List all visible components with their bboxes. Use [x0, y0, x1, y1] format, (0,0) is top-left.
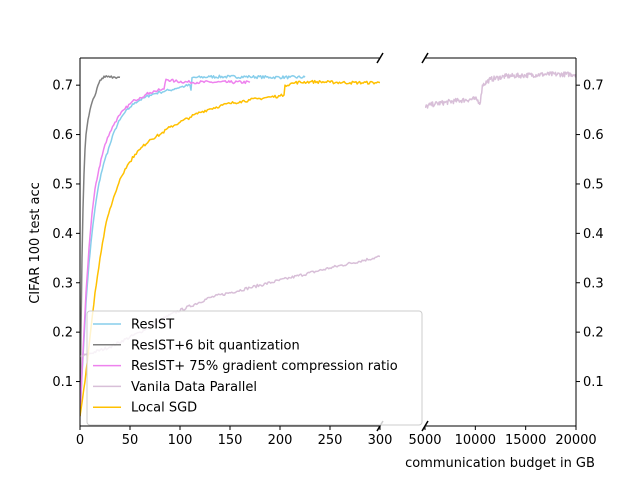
right-panel-series: [425, 71, 576, 109]
axis-break-mark: [421, 52, 429, 64]
y-tick-label: 0.3: [52, 276, 73, 291]
y-tick-label: 0.5: [52, 177, 73, 192]
x-tick-label: 250: [318, 433, 343, 448]
x-tick-label: 200: [268, 433, 293, 448]
legend-box: [86, 310, 423, 426]
y-axis-label: CIFAR 100 test acc: [28, 182, 43, 304]
legend-entry-label: Local SGD: [131, 401, 197, 416]
x-tick-label: 50: [122, 433, 139, 448]
y-tick-label: 0.4: [52, 227, 73, 242]
y-tick-label-right: 0.2: [583, 326, 604, 341]
series-line-4: [80, 79, 380, 417]
x-tick-label: 300: [368, 433, 393, 448]
series-line-2: [80, 78, 251, 417]
axis-break-mark: [376, 52, 384, 64]
y-tick-label: 0.1: [52, 375, 73, 390]
x-tick-label: 100: [168, 433, 193, 448]
legend-entry-label: Vanila Data Parallel: [131, 380, 257, 395]
y-tick-label: 0.6: [52, 128, 73, 143]
y-tick-label: 0.2: [52, 326, 73, 341]
x-tick-label: 15000: [505, 433, 546, 448]
x-tick-label: 5000: [408, 433, 441, 448]
y-tick-label-right: 0.6: [583, 128, 604, 143]
x-tick-label: 150: [218, 433, 243, 448]
legend-entry-label: ResIST+6 bit quantization: [131, 338, 300, 353]
y-tick-label-right: 0.1: [583, 375, 604, 390]
x-axis-label: communication budget in GB: [405, 456, 595, 471]
x-tick-label: 10000: [455, 433, 496, 448]
y-tick-label: 0.7: [52, 79, 73, 94]
x-tick-label: 20000: [555, 433, 596, 448]
y-tick-label-right: 0.5: [583, 177, 604, 192]
legend-entry-label: ResIST: [131, 318, 174, 333]
series-line-0: [80, 74, 306, 417]
series-line-1: [80, 75, 121, 417]
y-tick-label-right: 0.4: [583, 227, 604, 242]
ticks: 0 50 100 150 200 250 300 5000 10000 15000 20000 0.1…: [52, 79, 603, 448]
series-line-right-3: [425, 71, 576, 109]
y-tick-label-right: 0.3: [583, 276, 604, 291]
y-tick-label-right: 0.7: [583, 79, 604, 94]
legend: ResIST ResIST+6 bit quantization ResIST+ 7…: [86, 310, 423, 426]
legend-entry-label: ResIST+ 75% gradient compression ratio: [131, 359, 398, 374]
x-tick-label: 0: [76, 433, 84, 448]
